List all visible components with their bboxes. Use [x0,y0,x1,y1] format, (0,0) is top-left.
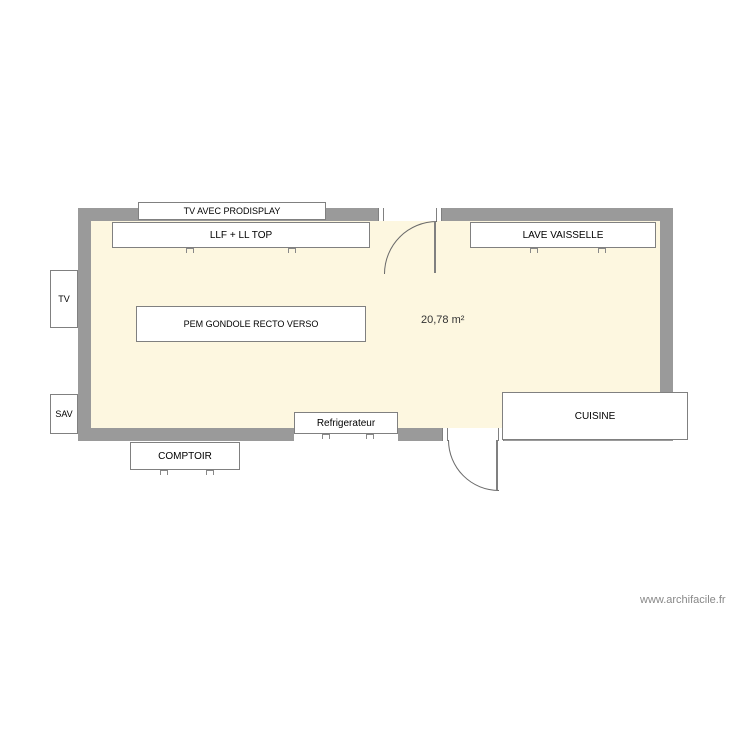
wall-bottom-seg1 [78,428,294,441]
label-cuisine: CUISINE [575,411,616,422]
mark-comp-2 [206,470,214,475]
label-llf-ll-top: LLF + LL TOP [210,230,272,241]
mark-ref-1 [322,434,330,439]
label-refrigerateur: Refrigerateur [317,418,375,429]
label-pem-gondole: PEM GONDOLE RECTO VERSO [184,319,319,329]
door-bottom-leaf [496,440,498,490]
label-tv: TV [58,294,70,304]
label-lave-vaisselle: LAVE VAISSELLE [523,230,604,241]
box-tv-prodisplay: TV AVEC PRODISPLAY [138,202,326,220]
box-cuisine: CUISINE [502,392,688,440]
box-sav: SAV [50,394,78,434]
box-llf-ll-top: LLF + LL TOP [112,222,370,248]
door-top-leaf [434,221,436,273]
box-lave-vaisselle: LAVE VAISSELLE [470,222,656,248]
label-tv-prodisplay: TV AVEC PRODISPLAY [184,206,281,216]
label-comptoir: COMPTOIR [158,451,212,462]
credit-text: www.archifacile.fr [640,594,726,606]
mark-lv-2 [598,248,606,253]
door-top-opening [384,208,436,221]
box-refrigerateur: Refrigerateur [294,412,398,434]
door-top-jamb-right [436,208,442,221]
wall-left [78,208,91,441]
mark-comp-1 [160,470,168,475]
box-pem-gondole: PEM GONDOLE RECTO VERSO [136,306,366,342]
label-sav: SAV [55,409,72,419]
mark-llf-2 [288,248,296,253]
mark-ref-2 [366,434,374,439]
door-bottom-arc [448,440,499,491]
floor-plan: TV AVEC PRODISPLAY LLF + LL TOP LAVE VAI… [78,208,673,441]
mark-lv-1 [530,248,538,253]
wall-bottom-seg2 [398,428,448,441]
area-label-text: 20,78 m² [421,314,464,326]
box-tv: TV [50,270,78,328]
area-label: 20,78 m² [421,314,464,326]
box-comptoir: COMPTOIR [130,442,240,470]
mark-llf-1 [186,248,194,253]
credit-link[interactable]: www.archifacile.fr [640,594,726,606]
